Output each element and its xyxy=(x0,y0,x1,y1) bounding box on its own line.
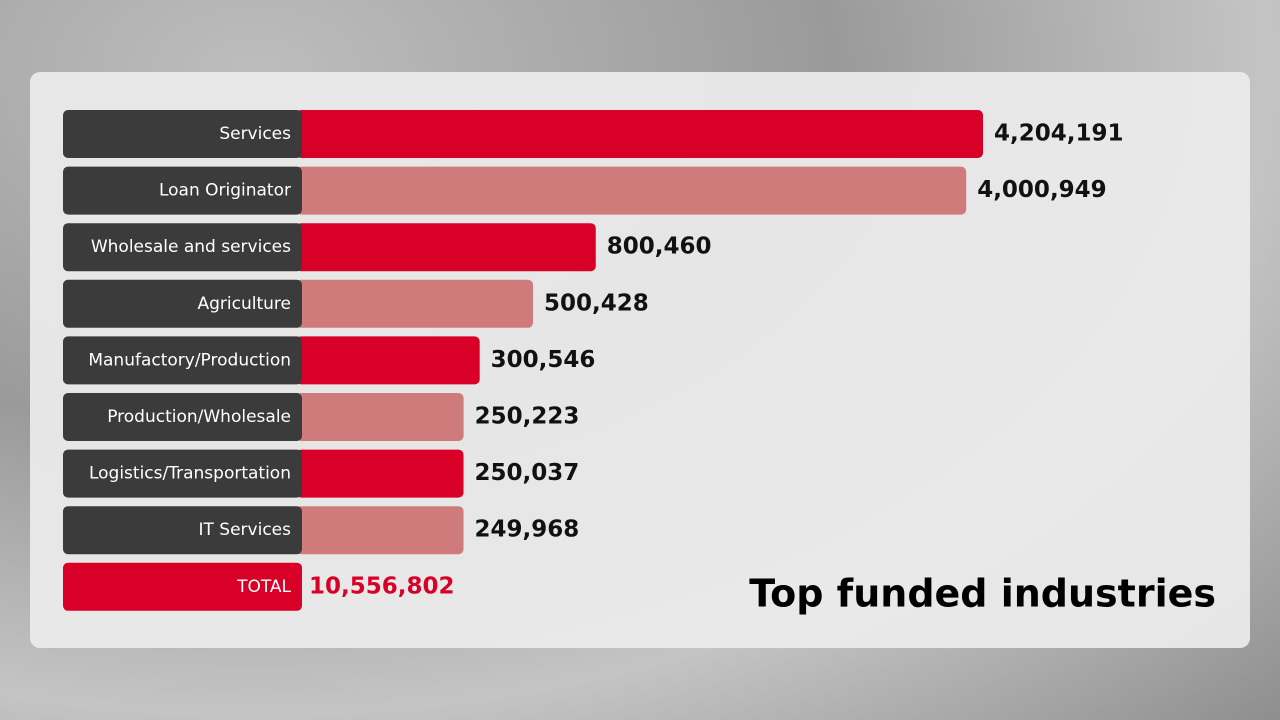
label-box xyxy=(63,336,302,385)
bar xyxy=(296,449,464,498)
total-value: 10,556,802 xyxy=(309,573,455,599)
category-label: Services xyxy=(219,124,291,144)
label-box xyxy=(63,166,302,215)
category-label: Manufactory/Production xyxy=(88,350,291,370)
value-label: 300,546 xyxy=(491,347,596,373)
value-label: 500,428 xyxy=(544,290,649,316)
label-box xyxy=(63,279,302,328)
label-box xyxy=(63,449,302,498)
bar xyxy=(296,279,534,328)
panel xyxy=(30,72,1250,648)
category-label: Production/Wholesale xyxy=(107,407,291,427)
value-label: 4,000,949 xyxy=(977,177,1107,203)
total-label: TOTAL xyxy=(236,577,291,597)
category-label: IT Services xyxy=(199,520,292,540)
value-label: 249,968 xyxy=(475,517,580,543)
category-label: Logistics/Transportation xyxy=(89,464,291,484)
category-label: Wholesale and services xyxy=(91,237,291,257)
category-label: Agriculture xyxy=(198,294,292,314)
total-box xyxy=(63,562,302,611)
value-label: 4,204,191 xyxy=(994,121,1124,147)
label-box xyxy=(63,393,302,441)
bar xyxy=(296,110,983,158)
label-box xyxy=(63,223,302,272)
category-label: Loan Originator xyxy=(159,181,291,201)
label-box xyxy=(63,110,302,158)
value-label: 800,460 xyxy=(607,234,712,260)
value-label: 250,037 xyxy=(475,460,580,486)
bar xyxy=(296,336,480,385)
label-box xyxy=(63,506,302,555)
bar xyxy=(296,223,596,272)
bar xyxy=(296,393,464,441)
chart-title: Top funded industries xyxy=(749,572,1216,616)
bar xyxy=(296,166,967,215)
bar xyxy=(296,506,464,555)
value-label: 250,223 xyxy=(475,404,580,430)
